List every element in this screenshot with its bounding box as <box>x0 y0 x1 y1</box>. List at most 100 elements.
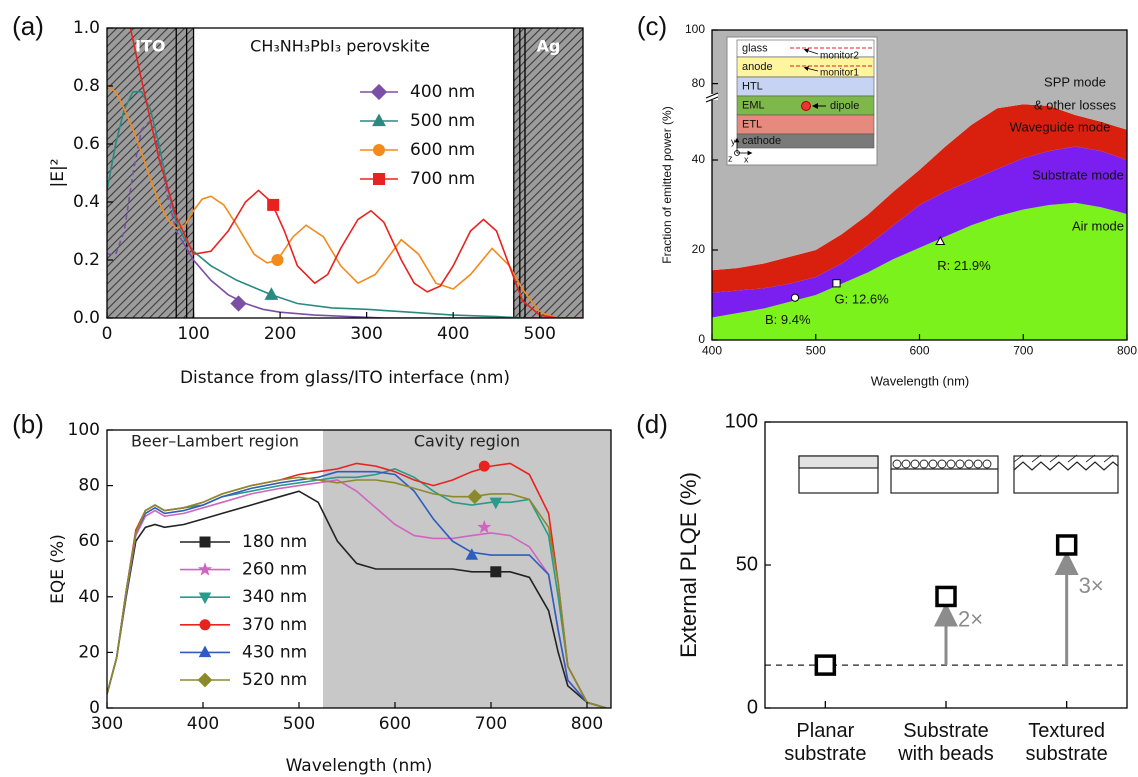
x-tick-label: 500 <box>524 324 556 344</box>
area <box>712 202 1127 340</box>
x-axis-label: Wavelength (nm) <box>286 756 433 776</box>
panel-label: (c) <box>637 11 667 41</box>
inset-layer-label: ETL <box>742 118 762 130</box>
y-tick-label: 0.8 <box>73 76 100 96</box>
x-tick-label: 800 <box>1117 344 1137 358</box>
arrow-label: 3× <box>1079 573 1104 598</box>
x-tick-label: 0 <box>102 324 113 344</box>
area-label: Waveguide mode <box>1010 119 1111 134</box>
y-tick-label: 100 <box>725 410 758 432</box>
x-tick-label: 400 <box>437 324 469 344</box>
x-tick-label: 500 <box>283 714 315 734</box>
axes-frame <box>106 429 612 709</box>
legend-label: 430 nm <box>242 642 307 662</box>
inset-layer-label: cathode <box>742 135 781 147</box>
x-tick-label: 300 <box>350 324 382 344</box>
legend-label: 400 nm <box>410 82 475 102</box>
area <box>712 104 1127 293</box>
marker <box>373 144 385 156</box>
area-label: & other losses <box>1034 97 1117 112</box>
legend-label: 370 nm <box>242 615 307 635</box>
inset-layer-label: HTL <box>742 80 763 92</box>
x-axis-label: Distance from glass/ITO interface (nm) <box>180 368 510 388</box>
monitor-arrow <box>803 48 819 55</box>
x-tick-label: 600 <box>909 344 929 358</box>
arrow-label: 2× <box>958 606 983 631</box>
axis-break <box>705 92 719 103</box>
marker <box>489 497 503 510</box>
panel-label: (d) <box>636 409 668 439</box>
x-tick-label: 600 <box>379 714 411 734</box>
marker <box>199 536 211 548</box>
region-label: Ag <box>536 37 560 56</box>
area-label: Substrate mode <box>1032 167 1124 182</box>
region-label: ITO <box>135 37 165 56</box>
panel-label: (a) <box>12 11 44 41</box>
point-label: B: 9.4% <box>765 312 811 327</box>
data-point <box>935 585 957 608</box>
marker <box>198 592 212 605</box>
y-tick-label: 0.6 <box>73 134 100 154</box>
area <box>712 146 1127 318</box>
legend-label: 180 nm <box>242 532 307 552</box>
marker <box>478 460 490 472</box>
x-tick-label: 700 <box>475 714 507 734</box>
y-tick-label: 0 <box>698 332 705 346</box>
y-axis-label: Fraction of emitted power (%) <box>660 106 674 263</box>
legend-label: 340 nm <box>242 587 307 607</box>
y-tick-label: 100 <box>68 420 100 440</box>
x-tick-label: 400 <box>702 344 722 358</box>
marker <box>465 548 479 560</box>
region <box>323 430 611 708</box>
y-tick-label: 20 <box>692 242 706 256</box>
category-label: Planar substrate <box>784 720 867 765</box>
series-line <box>107 476 607 708</box>
x-axis-label: Wavelength (nm) <box>871 373 970 388</box>
panel: ITO Ag CH₃NH₃PbI₃ perovskite 0 100 200 300 400 5… <box>12 11 584 388</box>
y-tick-label: 1.0 <box>73 18 100 38</box>
y-tick-label: 80 <box>692 76 706 90</box>
y-axis-label: EQE (%) <box>48 534 68 604</box>
inset-layer-label: anode <box>742 61 773 73</box>
y-tick-label: 0 <box>747 696 758 718</box>
category-label: Textured substrate <box>1025 720 1108 765</box>
data-point <box>1055 534 1078 556</box>
legend-label: 500 nm <box>410 111 475 131</box>
annotation: CH₃NH₃PbI₃ perovskite <box>250 37 430 56</box>
marker <box>790 293 800 302</box>
dipole <box>801 101 811 111</box>
monitor-label: monitor1 <box>820 68 859 79</box>
legend-label: 520 nm <box>242 670 307 690</box>
series-line <box>107 91 583 318</box>
y-tick-label: 0.0 <box>73 308 100 328</box>
region-label: Beer–Lambert region <box>131 432 299 451</box>
marker <box>372 113 386 127</box>
series-line <box>107 490 607 708</box>
marker <box>935 235 946 245</box>
x-tick-label: 500 <box>806 344 826 358</box>
inset-layer-label: EML <box>742 99 765 111</box>
x-tick-label: 300 <box>91 714 123 734</box>
area-label: Air mode <box>1072 218 1124 233</box>
region <box>513 28 583 318</box>
axis-y-label: y <box>731 136 736 146</box>
marker <box>197 672 213 688</box>
region <box>107 28 194 318</box>
inset-layer-label: glass <box>742 42 768 54</box>
marker <box>264 287 279 300</box>
axes-frame <box>106 27 584 319</box>
x-tick-label: 200 <box>264 324 296 344</box>
series-line <box>107 470 607 708</box>
marker <box>230 295 247 312</box>
marker <box>370 83 388 101</box>
marker <box>467 489 483 505</box>
marker <box>477 519 492 534</box>
y-tick-label: 60 <box>78 531 100 551</box>
x-tick-label: 700 <box>1013 344 1033 358</box>
marker <box>271 254 284 266</box>
x-tick-label: 100 <box>177 324 209 344</box>
panel-label: (b) <box>12 409 44 439</box>
dipole-label: dipole <box>830 100 859 112</box>
legend-label: 260 nm <box>242 560 307 580</box>
